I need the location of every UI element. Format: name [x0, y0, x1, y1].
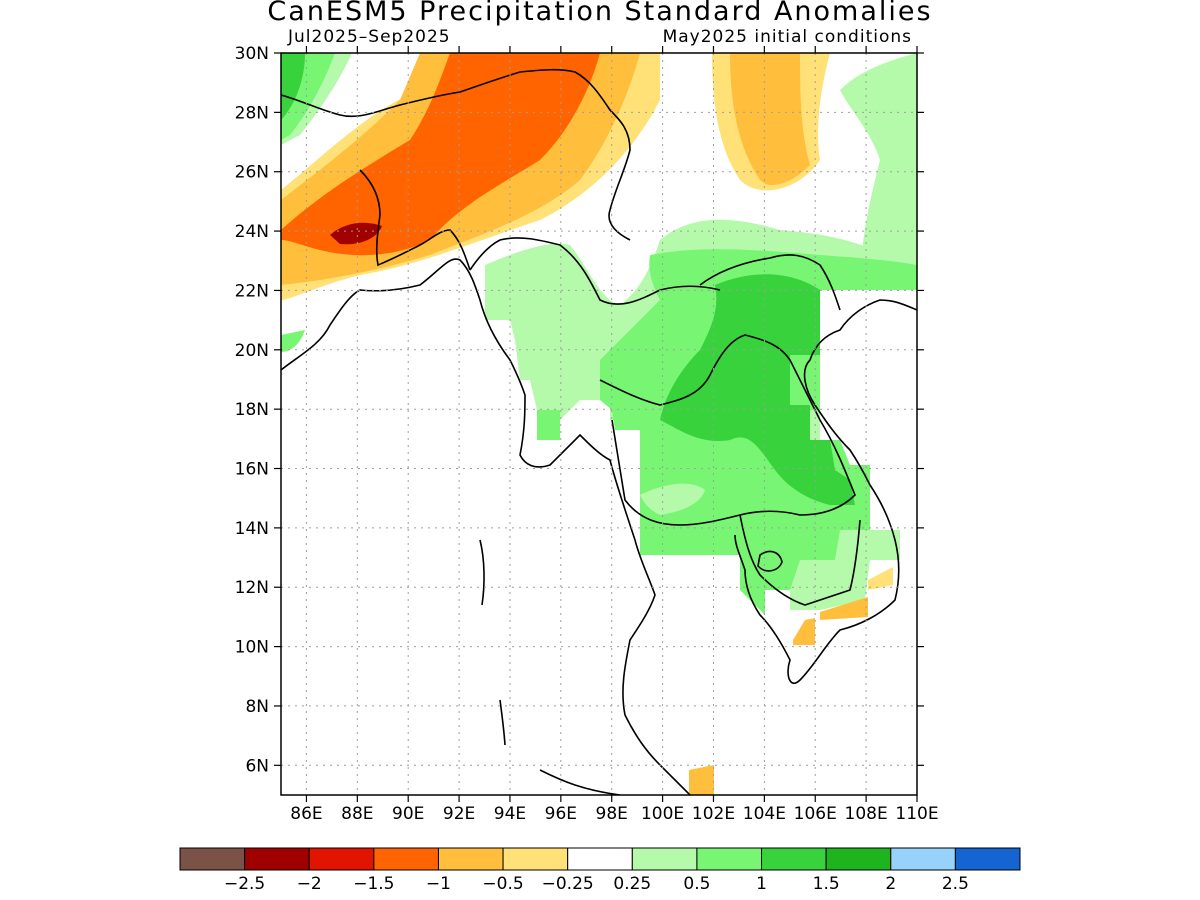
colorbar-label: 0.5 [683, 874, 710, 894]
colorbar-label: −0.5 [482, 874, 523, 894]
border-cambodia [739, 514, 861, 606]
colorbar-label: 2.5 [942, 874, 969, 894]
colorbar-label: −0.25 [542, 874, 594, 894]
map-title: CanESM5 Precipitation Standard Anomalies [267, 0, 933, 27]
colorbar-label: 2 [885, 874, 896, 894]
anomaly-region-pos025-c [640, 483, 705, 515]
coastlines [281, 68, 917, 795]
nicobar-islands [499, 699, 506, 746]
coastline-west [281, 258, 691, 795]
colorbar-label: 1 [756, 874, 767, 894]
colorbar-swatch [890, 847, 956, 871]
lon-label: 102E [692, 804, 735, 824]
map-grid [281, 53, 917, 795]
lat-label: 14N [235, 519, 269, 539]
lat-label: 16N [235, 460, 269, 480]
lon-label: 110E [895, 804, 938, 824]
lat-label: 18N [235, 400, 269, 420]
anomaly-region-neg05-s2 [793, 618, 815, 645]
lon-label: 104E [743, 804, 786, 824]
lat-label: 10N [235, 638, 269, 658]
border-northern [281, 68, 631, 241]
colorbar-swatch [825, 847, 892, 871]
colorbar-swatch [502, 847, 569, 871]
colorbar-swatch [696, 847, 763, 871]
forecast-period: Jul2025–Sep2025 [288, 27, 451, 47]
latitude-labels: 30N 28N 26N 24N 22N 20N 18N 16N 14N 12N 10N 8N 6N [235, 44, 269, 776]
colorbar-label: −2.5 [224, 874, 265, 894]
anomaly-region-pos05-w [281, 330, 305, 352]
colorbar-label: −1 [426, 874, 451, 894]
lat-label: 6N [245, 756, 269, 776]
colorbar-label: 0.25 [613, 874, 651, 894]
colorbar-swatch [179, 847, 246, 871]
lon-label: 94E [494, 804, 526, 824]
lat-label: 30N [235, 44, 269, 64]
colorbar-swatch [437, 847, 504, 871]
anomaly-region-neg05-s3 [689, 765, 714, 795]
colorbar-swatch [631, 847, 698, 871]
lon-label: 88E [341, 804, 373, 824]
lon-label: 108E [845, 804, 888, 824]
coastline-east [734, 299, 917, 685]
anomaly-region-pos1-nw [281, 53, 305, 120]
colorbar-labels: −2.5 −2 −1.5 −1 −0.5 −0.25 0.25 0.5 1 1.5 2 2.5 [224, 874, 969, 894]
colorbar [179, 847, 1021, 871]
lat-label: 28N [235, 103, 269, 123]
longitude-labels: 86E 88E 90E 92E 94E 96E 98E 100E 102E 104E 106E 108… [290, 804, 938, 824]
coastline-malay [539, 769, 621, 795]
lat-label: 12N [235, 578, 269, 598]
colorbar-swatch [954, 847, 1021, 871]
lon-label: 106E [794, 804, 837, 824]
lon-label: 98E [596, 804, 628, 824]
map-frame [280, 52, 918, 796]
colorbar-swatch [308, 847, 375, 871]
lat-label: 26N [235, 163, 269, 183]
border-myanmar-thailand [469, 237, 721, 305]
lat-label: 20N [235, 341, 269, 361]
anomaly-region-neg15 [330, 222, 382, 245]
anomaly-region-pos05-b [537, 410, 560, 440]
lake-tonle-sap [757, 550, 783, 572]
anomaly-region-pos1 [660, 274, 855, 505]
colorbar-swatch [373, 847, 439, 871]
lat-label: 22N [235, 281, 269, 301]
anomaly-region-neg05-n [730, 53, 810, 185]
anomaly-region-neg05-s [820, 597, 868, 620]
lat-label: 24N [235, 222, 269, 242]
lon-label: 96E [545, 804, 577, 824]
lat-label: 8N [245, 697, 269, 717]
axis-ticks [274, 46, 924, 802]
anomaly-region-neg1 [281, 53, 600, 256]
colorbar-label: 1.5 [813, 874, 840, 894]
colorbar-swatch [567, 847, 633, 871]
colorbar-swatch [244, 847, 310, 871]
border-laos [599, 334, 856, 526]
initial-conditions: May2025 initial conditions [662, 27, 912, 47]
border-vietnam-north [699, 254, 841, 311]
lon-label: 86E [290, 804, 322, 824]
andaman-islands [479, 539, 485, 606]
lon-label: 90E [392, 804, 424, 824]
colorbar-label: −2 [297, 874, 322, 894]
border-bangladesh [359, 169, 471, 271]
colorbar-swatch [761, 847, 827, 871]
lon-label: 100E [641, 804, 684, 824]
lon-label: 92E [443, 804, 475, 824]
anomaly-shading [281, 53, 917, 795]
anomaly-region-neg025-s [868, 567, 893, 590]
colorbar-label: −1.5 [353, 874, 394, 894]
